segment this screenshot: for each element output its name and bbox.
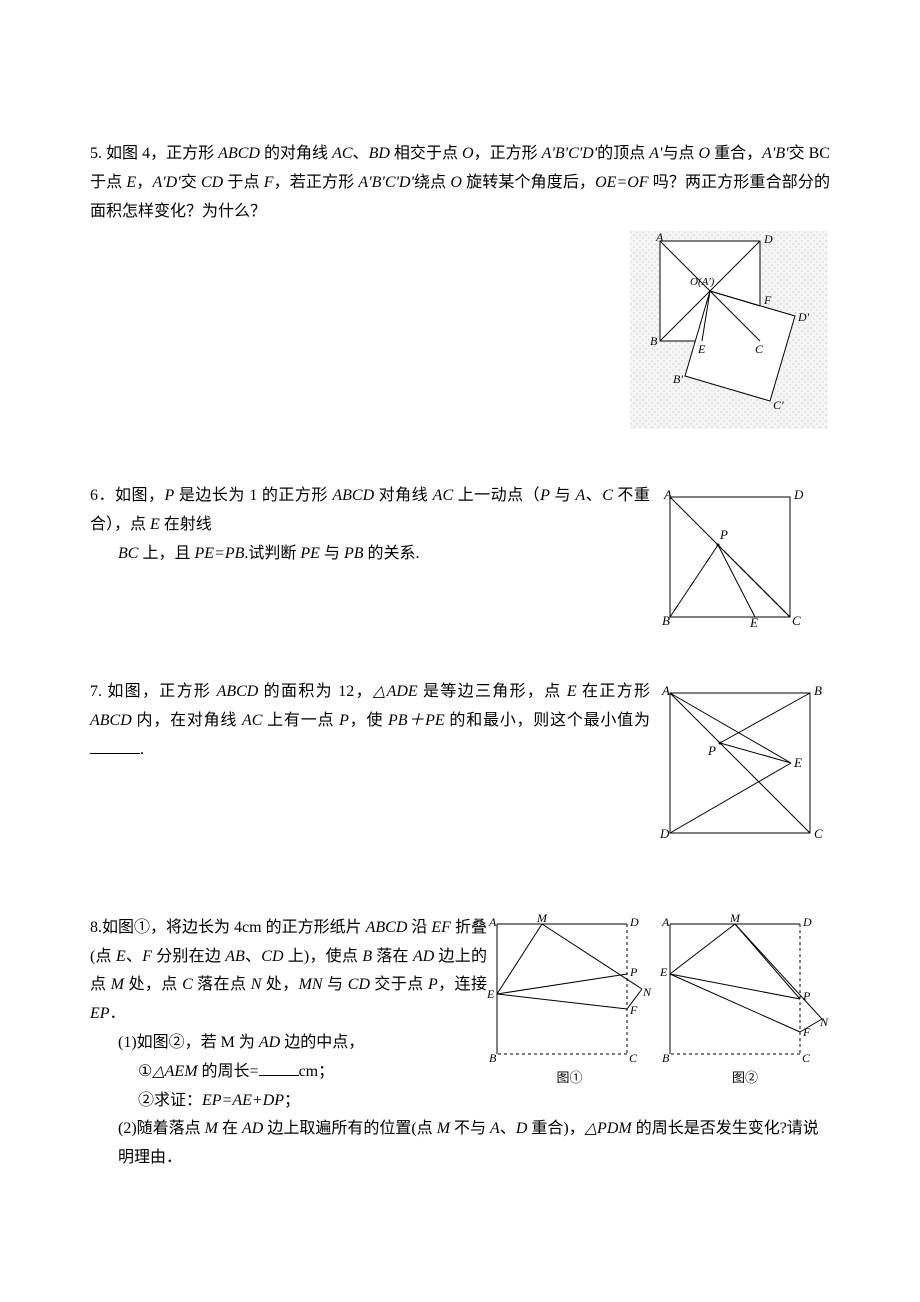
problem-6-figure: A D B C P E (660, 487, 830, 638)
svg-text:P: P (719, 527, 728, 542)
svg-text:E: E (697, 342, 706, 356)
problem-number: 8. (90, 919, 102, 936)
svg-text:D: D (802, 915, 812, 929)
svg-text:A: A (661, 915, 670, 929)
svg-text:C: C (755, 342, 764, 356)
problem-7-figure: A B C D P E (660, 683, 830, 854)
svg-text:C': C' (773, 398, 784, 412)
problem-5: 5. 如图 4，正方形 ABCD 的对角线 AC、BD 相交于点 O，正方形 A… (90, 140, 830, 442)
problem-8: A M D E P N F B C 图① (90, 914, 830, 1173)
svg-text:P: P (629, 965, 638, 979)
problem-7: A B C D P E 7. 如图，正方形 ABCD 的面积为 12，△ADE … (90, 678, 830, 854)
svg-text:A: A (661, 683, 670, 698)
svg-text:C: C (629, 1051, 638, 1064)
svg-text:A: A (663, 487, 672, 502)
problem-8-figures: A M D E P N F B C 图① (487, 914, 830, 1089)
svg-text:O(A'): O(A') (690, 276, 715, 288)
svg-text:P: P (707, 743, 716, 758)
svg-text:N: N (819, 1015, 829, 1029)
svg-text:F: F (802, 1025, 811, 1039)
svg-text:N: N (642, 985, 652, 999)
svg-text:C: C (792, 613, 801, 627)
svg-text:B: B (662, 613, 670, 627)
svg-text:F: F (763, 293, 772, 307)
svg-text:D: D (629, 915, 639, 929)
svg-text:M: M (729, 914, 741, 925)
figure-2-caption: 图② (732, 1066, 758, 1089)
svg-text:E: E (749, 615, 758, 627)
problem-5-text: 5. 如图 4，正方形 ABCD 的对角线 AC、BD 相交于点 O，正方形 A… (90, 140, 830, 226)
problem-8-q2: (2)随着落点 M 在 AD 边上取遍所有的位置(点 M 不与 A、D 重合)，… (118, 1115, 830, 1173)
svg-text:A: A (655, 231, 664, 244)
svg-text:D: D (793, 487, 804, 502)
problem-number: 7. (90, 683, 102, 700)
svg-text:A: A (488, 915, 497, 929)
svg-text:E: E (487, 987, 495, 1001)
svg-text:B: B (489, 1051, 497, 1064)
svg-text:F: F (629, 1003, 638, 1017)
problem-5-figure: A D B C O(A') F D' E B' C' (90, 231, 830, 442)
svg-text:B: B (662, 1051, 670, 1064)
svg-text:P: P (802, 989, 811, 1003)
svg-text:E: E (660, 965, 668, 979)
svg-text:D: D (763, 232, 773, 246)
blank-fill (90, 738, 140, 754)
svg-text:M: M (536, 914, 548, 925)
problem-number: 6． (90, 487, 115, 504)
svg-text:B': B' (673, 372, 683, 386)
problem-8-q1b: ②求证：EP=AE+DP； (138, 1087, 830, 1116)
figure-1-caption: 图① (556, 1066, 582, 1089)
svg-text:E: E (793, 755, 802, 770)
svg-text:C: C (802, 1051, 811, 1064)
blank-fill (259, 1060, 299, 1076)
svg-text:C: C (814, 826, 823, 841)
svg-text:D': D' (797, 310, 810, 324)
problem-6: A D B C P E 6．如图，P 是边长为 1 的正方形 ABCD 对角线 … (90, 482, 830, 638)
figure-2: A M D E P N F B C (660, 914, 830, 1064)
svg-text:B: B (814, 683, 822, 698)
svg-text:B: B (650, 334, 658, 348)
figure-1: A M D E P N F B C (487, 914, 652, 1064)
problem-number: 5. (90, 145, 102, 162)
svg-text:D: D (660, 826, 670, 841)
